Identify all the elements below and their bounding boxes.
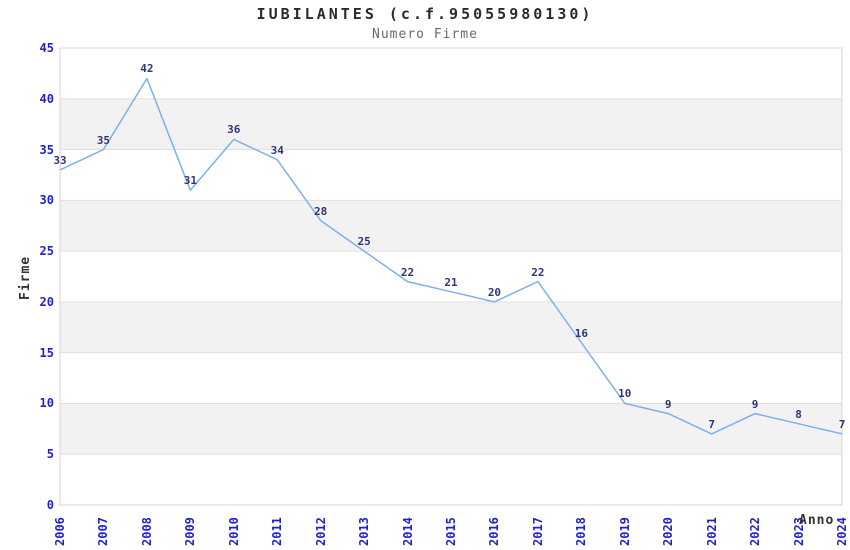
- chart-subtitle: Numero Firme: [372, 27, 478, 42]
- x-tick-label: 2024: [835, 517, 849, 546]
- x-tick-label: 2013: [357, 517, 372, 546]
- x-tick-label: 2017: [530, 517, 545, 546]
- x-tick-label: 2021: [704, 517, 719, 546]
- data-point-label: 21: [444, 275, 458, 289]
- y-tick-label: 30: [39, 193, 54, 208]
- data-point-label: 7: [708, 417, 715, 431]
- x-tick-label: 2020: [661, 517, 676, 546]
- y-tick-label: 10: [39, 396, 54, 411]
- data-point-label: 22: [531, 265, 545, 279]
- data-point-label: 42: [140, 62, 154, 76]
- trend-line: [59, 77, 843, 435]
- y-tick-label: 5: [46, 447, 54, 462]
- y-tick-label: 15: [39, 345, 54, 360]
- data-point-label: 9: [751, 397, 759, 411]
- data-point-label: 20: [487, 285, 502, 299]
- data-point-label: 34: [270, 143, 284, 157]
- x-tick-label: 2019: [617, 517, 632, 546]
- x-tick-label: 2016: [487, 517, 502, 546]
- y-tick-label: 45: [39, 41, 54, 55]
- data-point-label: 7: [838, 417, 846, 431]
- data-point-label: 25: [357, 235, 371, 249]
- y-tick-label: 20: [39, 294, 54, 309]
- x-tick-label: 2011: [270, 517, 285, 546]
- x-tick-label: 2007: [96, 517, 111, 546]
- x-tick-label: 2010: [226, 517, 241, 546]
- y-tick-label: 35: [39, 142, 54, 157]
- x-tick-label: 2009: [183, 517, 198, 546]
- data-point-label: 22: [400, 265, 415, 279]
- plot-band: [60, 301, 842, 353]
- x-tick-label: 2018: [574, 517, 589, 546]
- data-point-label: 10: [618, 387, 632, 401]
- y-tick-label: 0: [46, 498, 54, 512]
- x-tick-label: 2022: [748, 517, 763, 546]
- y-tick-label: 40: [39, 91, 54, 106]
- x-tick-label: 2015: [444, 517, 458, 546]
- x-tick-label: 2008: [139, 517, 154, 546]
- plot-border: [59, 47, 843, 506]
- x-tick-label: 2012: [313, 517, 328, 546]
- plot-band: [60, 98, 842, 150]
- data-point-label: 33: [53, 153, 67, 167]
- y-tick-label: 25: [39, 244, 54, 259]
- x-tick-label: 2006: [53, 517, 67, 546]
- y-axis-title: Firme: [18, 255, 33, 300]
- data-point-label: 31: [183, 174, 197, 188]
- data-point-label: 8: [795, 407, 802, 421]
- plot-band: [60, 403, 842, 455]
- x-axis-title: Anno: [799, 513, 835, 528]
- data-point-label: 16: [574, 326, 588, 340]
- data-point-label: 36: [227, 123, 241, 137]
- plot-band: [60, 200, 842, 252]
- data-point-label: 28: [314, 204, 328, 218]
- chart-title: IUBILANTES (c.f.95055980130): [256, 5, 594, 23]
- x-tick-label: 2014: [400, 517, 415, 546]
- data-point-label: 9: [664, 397, 672, 411]
- data-point-label: 35: [96, 133, 111, 147]
